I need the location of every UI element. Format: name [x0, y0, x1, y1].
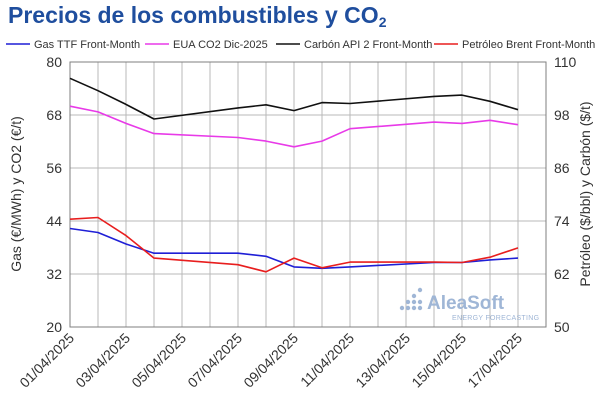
y-tick-left-label: 44	[46, 213, 62, 229]
x-tick-label: 05/04/2025	[128, 330, 189, 391]
y-tick-right-label: 98	[554, 107, 570, 123]
gridlines	[70, 62, 546, 327]
x-tick-label: 13/04/2025	[352, 330, 413, 391]
y-tick-left-label: 20	[46, 319, 62, 335]
right-axis-ticks: 110 98 86 74 62 50	[554, 54, 577, 335]
y-tick-left-label: 56	[46, 160, 62, 176]
y-tick-right-label: 86	[554, 160, 570, 176]
legend-label: Carbón API 2 Front-Month	[304, 39, 432, 51]
chart-title: Precios de los combustibles y CO2	[8, 2, 386, 30]
x-tick-label: 11/04/2025	[297, 330, 357, 390]
series-line-carb-n-api-2-front-month	[69, 77, 519, 120]
x-tick-label: 07/04/2025	[184, 330, 245, 391]
legend: Gas TTF Front-Month EUA CO2 Dic-2025 Carbó…	[6, 39, 595, 51]
aleasoft-logo: AleaSoft ENERGY FORECASTING	[399, 287, 539, 322]
y-tick-left-label: 80	[46, 54, 62, 70]
aleasoft-logo-name: AleaSoft	[427, 293, 505, 314]
legend-label: EUA CO2 Dic-2025	[173, 39, 268, 51]
y-tick-left-label: 68	[46, 107, 62, 123]
left-axis-ticks: 80 68 56 44 32 20	[46, 54, 62, 335]
y-tick-right-label: 74	[554, 213, 570, 229]
y-axis-left-label: Gas (€/MWh) y CO2 (€/t)	[8, 116, 24, 272]
chart-title-main: Precios de los combustibles y CO	[8, 2, 379, 28]
legend-label: Gas TTF Front-Month	[34, 39, 140, 51]
series-lines	[69, 77, 519, 273]
x-tick-label: 09/04/2025	[240, 330, 301, 391]
y-tick-right-label: 62	[554, 266, 570, 282]
aleasoft-logo-icon	[399, 287, 423, 311]
y-tick-left-label: 32	[46, 266, 62, 282]
x-tick-label: 01/04/2025	[16, 330, 77, 391]
y-tick-right-label: 50	[554, 319, 570, 335]
chart-title-subscript: 2	[378, 14, 387, 30]
x-tick-label: 03/04/2025	[72, 330, 133, 391]
plot-frame	[69, 61, 547, 328]
y-axis-right-label: Petróleo ($/bbl) y Carbón ($/t)	[577, 101, 593, 286]
series-line-petr-leo-brent-front-month	[69, 216, 519, 273]
x-tick-label: 15/04/2025	[408, 330, 469, 391]
x-tick-label: 17/04/2025	[464, 330, 525, 391]
aleasoft-logo-tagline: ENERGY FORECASTING	[452, 315, 539, 322]
legend-label: Petróleo Brent Front-Month	[462, 39, 595, 51]
series-line-eua-co2-dic-2025	[69, 105, 519, 148]
x-axis-ticks: 01/04/202503/04/202505/04/202507/04/2025…	[16, 330, 525, 391]
y-tick-right-label: 110	[554, 54, 577, 70]
